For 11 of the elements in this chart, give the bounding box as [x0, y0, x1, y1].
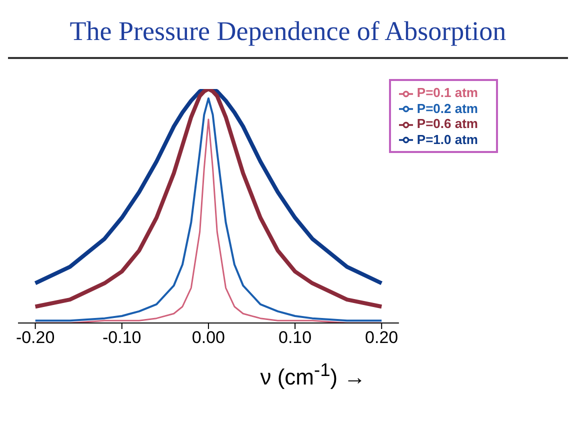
legend-label: P=0.2 atm — [416, 100, 478, 116]
x-tick-label: -0.10 — [102, 328, 142, 348]
x-tick-label: 0.00 — [192, 328, 226, 348]
chart-title: The Pressure Dependence of Absorption — [8, 8, 568, 59]
x-axis-title: ν (cm$^{-1}$) → — [259, 359, 367, 390]
x-tick-label: -0.20 — [16, 328, 55, 348]
legend-label: P=0.6 atm — [416, 116, 478, 132]
x-tick-label: 0.10 — [278, 328, 312, 348]
legend-label: P=1.0 atm — [416, 132, 478, 147]
legend-label: P=0.1 atm — [416, 85, 478, 100]
x-tick-label: 0.20 — [365, 328, 398, 348]
